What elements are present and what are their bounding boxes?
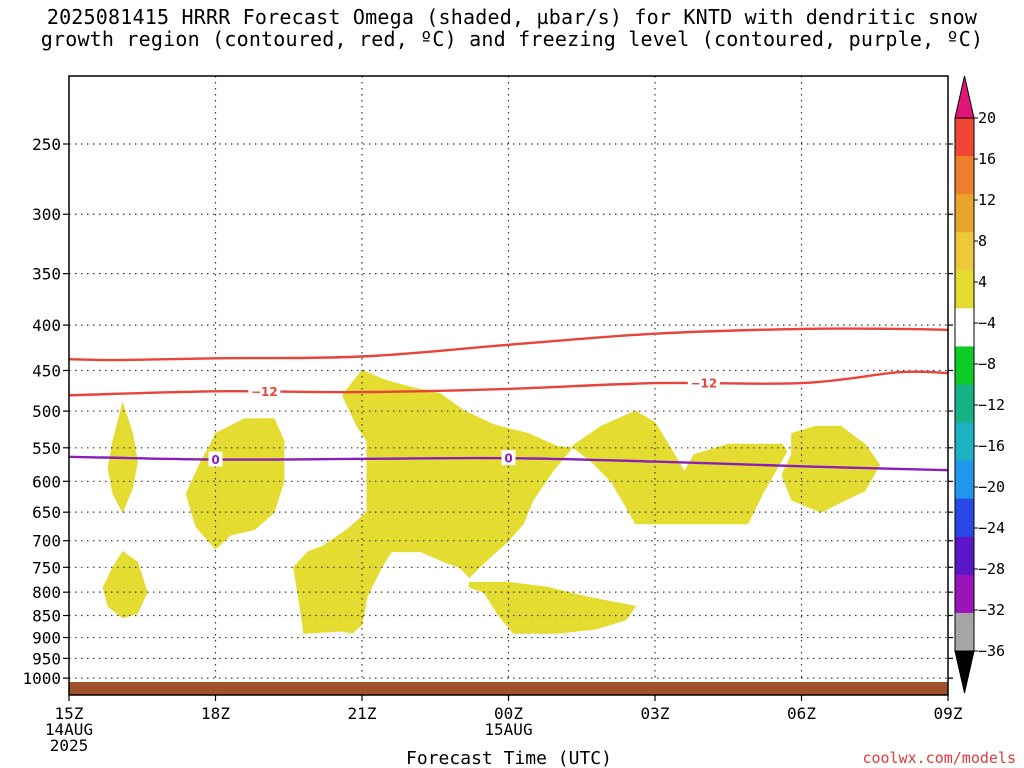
colorbar-segment	[955, 118, 974, 157]
x-tick-label: 2025	[50, 736, 89, 755]
colorbar-tick-label: −20	[978, 478, 1005, 496]
x-tick-label: 00Z	[494, 704, 523, 723]
y-tick-label: 650	[32, 503, 61, 522]
omega-shaded-region	[185, 418, 285, 550]
y-tick-label: 600	[32, 472, 61, 491]
colorbar-segment	[955, 384, 974, 424]
omega-shaded-region	[468, 581, 637, 634]
x-tick-label: 21Z	[348, 704, 377, 723]
axes-layer: 250 300 350 400 450 500 550 600 650 700 750 800 850 9…	[22, 75, 963, 755]
omega-shaded-region	[102, 550, 148, 619]
y-tick-label: 700	[32, 532, 61, 551]
colorbar-segment	[955, 308, 974, 347]
omega-shading-layer	[102, 369, 881, 634]
credit-link[interactable]: coolwx.com/models	[862, 749, 1016, 767]
colorbar-tick-label: 12	[978, 191, 996, 209]
y-tick-label: 400	[32, 316, 61, 335]
grid-layer	[69, 76, 948, 695]
y-tick-label: 1000	[22, 669, 61, 688]
colorbar-segment	[955, 232, 974, 271]
y-tick-label: 950	[32, 649, 61, 668]
contour-label-background	[248, 383, 281, 399]
colorbar-bottom-arrow	[954, 650, 975, 694]
colorbar-tick-label: 4	[978, 273, 987, 291]
y-tick-label: 250	[32, 135, 61, 154]
x-tick-label: 18Z	[201, 704, 230, 723]
colorbar-tick-label: −32	[978, 601, 1005, 619]
colorbar-tick-label: −36	[978, 642, 1005, 660]
colorbar-segment	[955, 460, 974, 500]
ground-bar	[69, 681, 948, 695]
colorbar-tick-label: 20	[978, 109, 996, 127]
y-tick-label: 350	[32, 265, 61, 284]
colorbar-tick-label: −24	[978, 519, 1005, 537]
y-tick-label: 550	[32, 439, 61, 458]
x-tick-label: 09Z	[934, 704, 963, 723]
y-tick-label: 850	[32, 607, 61, 626]
colorbar-top-arrow	[954, 75, 975, 119]
colorbar-tick-label: −16	[978, 437, 1005, 455]
colorbar-tick-label: −8	[978, 355, 996, 373]
dgz-contour-line	[68, 327, 949, 362]
y-tick-label: 900	[32, 629, 61, 648]
chart-title: 2025081415 HRRR Forecast Omega (shaded, …	[0, 6, 1024, 50]
x-axis-label: Forecast Time (UTC)	[406, 748, 612, 768]
y-tick-label: 450	[32, 361, 61, 380]
x-tick-label: 03Z	[641, 704, 670, 723]
colorbar-segment	[955, 156, 974, 195]
colorbar-segment	[955, 498, 974, 538]
colorbar-tick-label: 8	[978, 232, 987, 250]
x-tick-label: 06Z	[787, 704, 816, 723]
colorbar-segment	[955, 422, 974, 462]
x-tick-label: 14AUG	[45, 720, 93, 739]
colorbar-tick-label: −4	[978, 314, 996, 332]
x-tick-label: 15AUG	[484, 720, 532, 739]
colorbar-tick-label: −28	[978, 560, 1005, 578]
dgz-contour-label: −12	[690, 377, 717, 391]
omega-shaded-region	[571, 410, 788, 525]
colorbar-frame	[954, 117, 975, 652]
dgz-contour-line	[68, 370, 949, 397]
colorbar-segment	[955, 536, 974, 576]
contour-layer: −12 −12 0 0	[68, 327, 949, 472]
y-tick-label: 750	[32, 558, 61, 577]
dgz-contour-label: −12	[251, 385, 278, 399]
contour-label-background	[208, 451, 223, 467]
y-tick-label: 500	[32, 402, 61, 421]
chart-title-line-2: growth region (contoured, red, ºC) and f…	[40, 27, 984, 51]
colorbar-tick-label: −12	[978, 396, 1005, 414]
chart-title-line-1: 2025081415 HRRR Forecast Omega (shaded, …	[46, 5, 978, 29]
x-tick-label: 15Z	[55, 704, 84, 723]
y-tick-label: 300	[32, 205, 61, 224]
colorbar-segment	[955, 574, 974, 614]
contour-label-background	[501, 450, 516, 466]
colorbar-segment	[955, 346, 974, 385]
freezing-level-label: 0	[211, 453, 219, 467]
colorbar-segment	[955, 270, 974, 309]
freezing-level-label: 0	[504, 452, 512, 466]
y-tick-label: 800	[32, 583, 61, 602]
colorbar-segment	[955, 194, 974, 233]
contour-label-background	[687, 375, 720, 391]
colorbar: 20 16 12 8 4 −4 −8 −12 −16 −20 −24 −28 −32 −36	[954, 75, 1005, 694]
colorbar-tick-label: 16	[978, 150, 996, 168]
colorbar-segment	[955, 612, 974, 652]
